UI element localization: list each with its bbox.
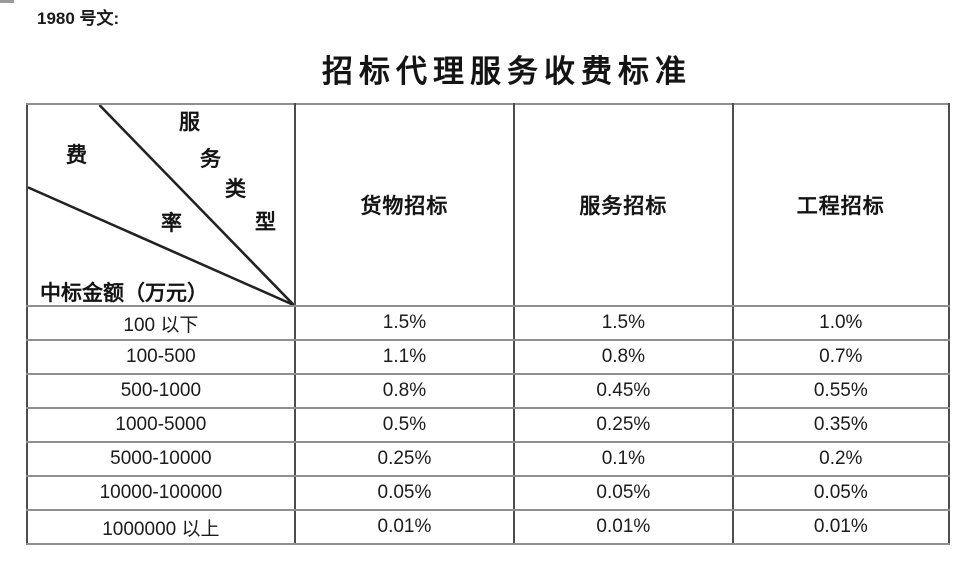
corner-label-service-type-char: 型	[255, 210, 276, 234]
amount-range-cell: 1000000 以上	[26, 509, 296, 545]
rate-cell: 0.2%	[731, 441, 951, 477]
rate-cell: 0.7%	[731, 339, 951, 375]
amount-range-cell: 10000-100000	[26, 475, 296, 511]
corner-label-bid-amount: 中标金额（万元）	[40, 281, 208, 305]
rate-cell: 0.01%	[513, 509, 734, 545]
rate-cell: 0.35%	[731, 407, 951, 443]
column-header-works: 工程招标	[731, 103, 951, 307]
table-row: 100 以下 1.5% 1.5% 1.0%	[26, 305, 951, 341]
table-row: 5000-10000 0.25% 0.1% 0.2%	[26, 441, 951, 477]
corner-label-rate-char: 费	[66, 143, 87, 167]
amount-range-cell: 100 以下	[26, 305, 296, 341]
rate-cell: 1.5%	[293, 305, 516, 341]
table-row: 10000-100000 0.05% 0.05% 0.05%	[26, 475, 951, 511]
corner-label-service-type-char: 务	[200, 147, 221, 171]
diagonal-corner-cell: 服 务 类 型 费 率 中标金额（万元）	[26, 103, 296, 307]
fee-standard-table: 服 务 类 型 费 率 中标金额（万元） 货物招标 服务招标 工程招标 100 …	[26, 103, 951, 545]
rate-cell: 0.45%	[513, 373, 734, 409]
rate-cell: 0.1%	[513, 441, 734, 477]
rate-cell: 0.55%	[731, 373, 951, 409]
amount-range-cell: 100-500	[26, 339, 296, 375]
table-row: 100-500 1.1% 0.8% 0.7%	[26, 339, 951, 375]
rate-cell: 1.0%	[731, 305, 951, 341]
table-row: 1000-5000 0.5% 0.25% 0.35%	[26, 407, 951, 443]
rate-cell: 0.25%	[513, 407, 734, 443]
amount-range-cell: 5000-10000	[26, 441, 296, 477]
rate-cell: 0.8%	[293, 373, 516, 409]
table-row: 500-1000 0.8% 0.45% 0.55%	[26, 373, 951, 409]
corner-label-service-type-char: 类	[225, 177, 246, 201]
table-row: 1000000 以上 0.01% 0.01% 0.01%	[26, 509, 951, 545]
scan-edge-artifact	[0, 0, 14, 3]
rate-cell: 0.05%	[293, 475, 516, 511]
rate-cell: 1.5%	[513, 305, 734, 341]
rate-cell: 0.5%	[293, 407, 516, 443]
table-header-row: 服 务 类 型 费 率 中标金额（万元） 货物招标 服务招标 工程招标	[26, 103, 951, 307]
rate-cell: 0.8%	[513, 339, 734, 375]
rate-cell: 1.1%	[293, 339, 516, 375]
rate-cell: 0.05%	[731, 475, 951, 511]
rate-cell: 0.25%	[293, 441, 516, 477]
document-reference: 1980 号文:	[37, 9, 120, 28]
amount-range-cell: 1000-5000	[26, 407, 296, 443]
rate-cell: 0.01%	[293, 509, 516, 545]
amount-range-cell: 500-1000	[26, 373, 296, 409]
diagonal-lines	[28, 105, 294, 305]
page-title: 招标代理服务收费标准	[322, 54, 692, 89]
rate-cell: 0.01%	[731, 509, 951, 545]
rate-cell: 0.05%	[513, 475, 734, 511]
column-header-service: 服务招标	[513, 103, 734, 307]
column-header-goods: 货物招标	[293, 103, 516, 307]
corner-label-service-type-char: 服	[179, 110, 200, 134]
corner-label-rate-char: 率	[161, 211, 182, 235]
